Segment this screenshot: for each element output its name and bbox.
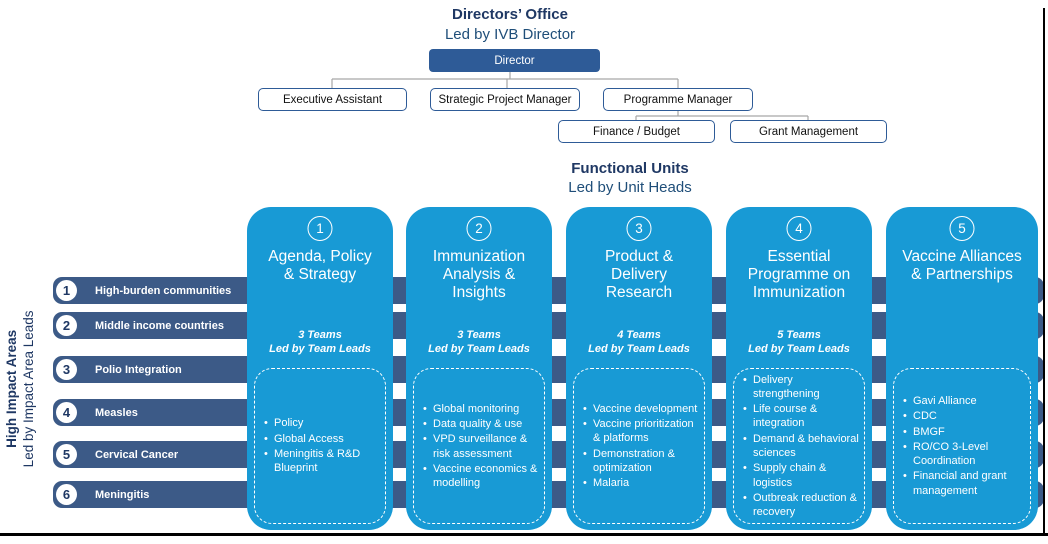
unit-bullet: Meningitis & R&D Blueprint	[264, 447, 382, 476]
unit-title: Essential Programme on Immunization	[747, 248, 851, 301]
grant-management-node: Grant Management	[730, 120, 887, 143]
unit-number-badge: 4	[786, 216, 812, 241]
executive-assistant-node: Executive Assistant	[258, 88, 407, 111]
impact-area-label: High-burden communities	[95, 284, 232, 297]
impact-area-label: Meningitis	[95, 488, 150, 501]
directors-office-title: Directors’ Office	[452, 6, 568, 23]
unit-teams-led: Led by Team Leads	[748, 343, 850, 356]
unit-column-vaccine-alliances: 5 Vaccine Alliances & Partnerships Gavi …	[886, 207, 1038, 530]
unit-bullet: Global monitoring	[423, 402, 541, 417]
unit-teams-count: 5 Teams	[777, 329, 821, 341]
unit-teams-count: 3 Teams	[457, 329, 501, 341]
high-impact-areas-heading: High Impact Areas Led by Impact Area Lea…	[4, 264, 38, 514]
unit-column-agenda-policy-strategy: 1 Agenda, Policy & Strategy 3 Teams Led …	[247, 207, 393, 530]
unit-bullet-list: Policy Global Access Meningitis & R&D Bl…	[255, 411, 385, 480]
unit-title: Product & Delivery Research	[604, 248, 674, 301]
impact-area-number-badge: 6	[56, 484, 77, 505]
unit-bullet: Outbreak reduction & recovery	[743, 491, 861, 520]
unit-teams-note: 3 Teams Led by Team Leads	[410, 328, 548, 357]
unit-bullet: Demand & behavioral sciences	[743, 432, 861, 461]
unit-bullet-list: Gavi Alliance CDC BMGF RO/CO 3-Level Coo…	[894, 389, 1030, 503]
impact-area-label: Middle income countries	[95, 319, 224, 332]
unit-bullet: Policy	[264, 416, 382, 431]
impact-area-number-badge: 4	[56, 402, 77, 423]
unit-bullet: Life course & integration	[743, 402, 861, 431]
unit-column-immunization-analysis: 2 Immunization Analysis & Insights 3 Tea…	[406, 207, 552, 530]
impact-area-number-badge: 5	[56, 444, 77, 465]
unit-bullet: RO/CO 3-Level Coordination	[903, 440, 1027, 469]
unit-bullet: Data quality & use	[423, 417, 541, 432]
unit-teams-led: Led by Team Leads	[588, 343, 690, 356]
unit-title: Agenda, Policy & Strategy	[268, 248, 372, 283]
impact-area-number-badge: 1	[56, 280, 77, 301]
slide-bottom-border	[0, 533, 1048, 536]
unit-focus-box: Global monitoring Data quality & use VPD…	[413, 368, 545, 524]
unit-bullet: Delivery strengthening	[743, 373, 861, 402]
functional-units-title: Functional Units	[571, 160, 689, 177]
unit-focus-box: Gavi Alliance CDC BMGF RO/CO 3-Level Coo…	[893, 368, 1031, 524]
unit-teams-note: 4 Teams Led by Team Leads	[570, 328, 708, 357]
impact-area-label: Measles	[95, 406, 138, 419]
unit-bullet: Vaccine economics & modelling	[423, 462, 541, 491]
unit-bullet: Malaria	[583, 476, 701, 491]
unit-teams-led: Led by Team Leads	[428, 343, 530, 356]
high-impact-areas-subtitle: Led by Impact Area Leads	[21, 310, 36, 468]
unit-teams-note: 3 Teams Led by Team Leads	[251, 328, 389, 357]
director-node: Director	[429, 49, 600, 72]
unit-title: Vaccine Alliances & Partnerships	[902, 248, 1022, 283]
unit-teams-note: 5 Teams Led by Team Leads	[730, 328, 868, 357]
unit-title: Immunization Analysis & Insights	[432, 248, 526, 301]
unit-bullet: Vaccine prioritization & platforms	[583, 417, 701, 446]
impact-area-label: Cervical Cancer	[95, 448, 179, 461]
unit-bullet: Demonstration & optimization	[583, 447, 701, 476]
finance-budget-node: Finance / Budget	[558, 120, 715, 143]
unit-focus-box: Delivery strengthening Life course & int…	[733, 368, 865, 524]
unit-bullet: Global Access	[264, 432, 382, 447]
slide-right-border	[1043, 8, 1045, 536]
unit-teams-count: 4 Teams	[617, 329, 661, 341]
unit-teams-count: 3 Teams	[298, 329, 342, 341]
unit-teams-led: Led by Team Leads	[269, 343, 371, 356]
unit-bullet: BMGF	[903, 425, 1027, 440]
programme-manager-node: Programme Manager	[603, 88, 753, 111]
unit-number-badge: 1	[307, 216, 333, 241]
unit-number-badge: 2	[466, 216, 492, 241]
strategic-project-manager-node: Strategic Project Manager	[430, 88, 580, 111]
unit-bullet: CDC	[903, 409, 1027, 424]
functional-units-heading: Functional Units Led by Unit Heads	[480, 159, 780, 198]
unit-number-badge: 3	[626, 216, 652, 241]
unit-bullet-list: Global monitoring Data quality & use VPD…	[414, 397, 544, 496]
unit-bullet: Gavi Alliance	[903, 394, 1027, 409]
directors-office-heading: Directors’ Office Led by IVB Director	[360, 5, 660, 45]
high-impact-areas-title: High Impact Areas	[4, 329, 20, 448]
unit-focus-box: Policy Global Access Meningitis & R&D Bl…	[254, 368, 386, 524]
functional-units-subtitle: Led by Unit Heads	[568, 179, 692, 197]
unit-number-badge: 5	[949, 216, 975, 241]
unit-bullet-list: Vaccine development Vaccine prioritizati…	[574, 397, 704, 496]
unit-column-product-delivery-research: 3 Product & Delivery Research 4 Teams Le…	[566, 207, 712, 530]
unit-bullet: Supply chain & logistics	[743, 461, 861, 490]
unit-column-essential-programme: 4 Essential Programme on Immunization 5 …	[726, 207, 872, 530]
unit-bullet: Financial and grant management	[903, 469, 1027, 498]
impact-area-label: Polio Integration	[95, 363, 182, 376]
directors-office-subtitle: Led by IVB Director	[444, 26, 576, 44]
impact-area-number-badge: 2	[56, 315, 77, 336]
impact-area-number-badge: 3	[56, 359, 77, 380]
unit-bullet: Vaccine development	[583, 402, 701, 417]
unit-bullet-list: Delivery strengthening Life course & int…	[734, 368, 864, 525]
unit-focus-box: Vaccine development Vaccine prioritizati…	[573, 368, 705, 524]
unit-bullet: VPD surveillance & risk assessment	[423, 432, 541, 461]
